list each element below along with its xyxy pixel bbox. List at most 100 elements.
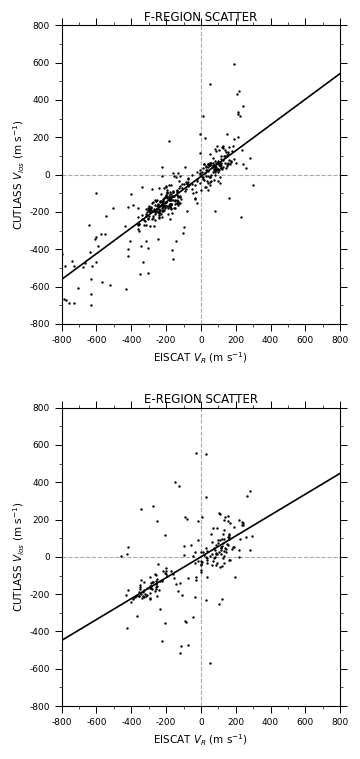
Point: [203, 164, 209, 176]
Point: [179, 178, 185, 191]
Point: [195, 534, 201, 546]
Point: [146, 209, 152, 222]
Point: [80, 260, 86, 272]
Point: [240, 515, 246, 528]
Point: [157, 196, 163, 208]
Point: [82, 257, 88, 269]
Point: [143, 235, 149, 247]
Point: [218, 159, 224, 172]
Point: [171, 186, 176, 198]
Point: [156, 212, 161, 224]
Point: [175, 191, 180, 203]
Point: [214, 164, 220, 176]
Point: [208, 528, 213, 540]
Point: [132, 591, 138, 603]
Point: [236, 550, 242, 562]
Point: [170, 186, 176, 198]
Point: [202, 549, 207, 561]
Point: [222, 511, 228, 523]
Point: [136, 587, 141, 599]
Point: [161, 199, 166, 211]
Point: [213, 145, 219, 157]
Point: [224, 159, 230, 172]
Point: [89, 272, 94, 285]
Point: [155, 233, 161, 245]
Point: [223, 546, 229, 559]
Point: [165, 191, 170, 203]
Point: [223, 543, 229, 555]
Point: [221, 546, 227, 558]
Point: [166, 134, 172, 146]
Point: [205, 177, 211, 189]
Point: [219, 534, 225, 546]
Point: [212, 550, 218, 562]
Point: [202, 167, 207, 179]
Point: [229, 543, 235, 556]
Point: [179, 590, 185, 602]
Point: [203, 551, 208, 563]
Point: [202, 132, 208, 144]
Point: [123, 220, 129, 232]
Point: [201, 171, 206, 183]
Point: [205, 158, 211, 170]
Point: [157, 207, 162, 219]
Point: [226, 531, 231, 543]
Point: [230, 541, 235, 553]
Point: [170, 185, 176, 197]
Point: [217, 160, 223, 172]
Point: [168, 192, 174, 204]
Point: [221, 550, 227, 562]
Point: [158, 195, 164, 207]
Point: [155, 558, 161, 570]
Point: [222, 542, 228, 554]
Point: [182, 511, 188, 523]
Point: [167, 198, 173, 210]
Point: [218, 153, 224, 165]
Point: [177, 197, 183, 209]
Point: [211, 164, 217, 176]
Point: [152, 220, 157, 232]
Point: [141, 591, 147, 603]
Point: [164, 187, 170, 200]
Point: [163, 180, 168, 192]
Point: [240, 159, 246, 171]
Point: [156, 584, 162, 597]
Point: [167, 191, 172, 203]
Point: [149, 213, 155, 225]
Point: [169, 244, 175, 257]
Point: [137, 581, 143, 594]
Point: [239, 144, 244, 156]
Point: [210, 555, 216, 567]
Point: [136, 590, 141, 602]
Point: [208, 175, 214, 187]
Point: [177, 647, 183, 659]
Point: [216, 507, 222, 519]
Point: [170, 190, 176, 202]
Point: [221, 533, 226, 545]
Point: [221, 514, 226, 526]
Point: [182, 616, 188, 628]
Point: [220, 537, 226, 549]
Point: [153, 581, 158, 594]
Point: [136, 218, 142, 230]
Point: [161, 182, 167, 194]
Point: [135, 219, 141, 231]
Point: [145, 266, 151, 279]
Point: [160, 200, 166, 213]
Point: [107, 279, 113, 291]
Point: [203, 162, 209, 174]
Point: [172, 202, 178, 214]
Point: [202, 181, 208, 194]
Point: [87, 246, 93, 258]
Point: [226, 531, 232, 543]
Point: [160, 201, 166, 213]
Point: [167, 188, 173, 200]
Point: [214, 140, 220, 152]
Point: [155, 206, 161, 219]
Point: [159, 574, 165, 586]
Point: [229, 144, 235, 156]
Point: [93, 231, 99, 243]
Point: [148, 572, 153, 584]
Point: [150, 209, 156, 222]
Point: [182, 184, 188, 197]
